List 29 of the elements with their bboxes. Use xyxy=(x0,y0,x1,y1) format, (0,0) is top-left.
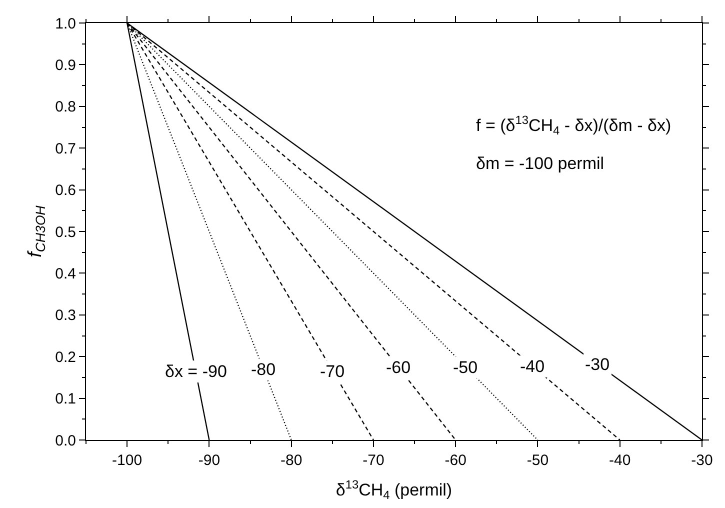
annotation: δx = -90 xyxy=(165,362,227,381)
y-tick-label: 0.9 xyxy=(55,56,76,74)
x-tick-label: -50 xyxy=(526,452,549,469)
annotation: -50 xyxy=(453,358,478,377)
y-tick-label: 0.2 xyxy=(55,348,76,366)
y-tick-label: 0.4 xyxy=(55,265,76,282)
x-tick-label: -90 xyxy=(198,452,220,469)
annotation: -70 xyxy=(320,362,345,381)
y-tick-label: 1.0 xyxy=(55,15,76,32)
x-tick-label: -100 xyxy=(112,452,142,469)
x-tick-label: -40 xyxy=(609,452,631,469)
x-tick-label: -30 xyxy=(691,452,713,469)
y-tick-label: 0.3 xyxy=(55,307,76,324)
annotation: -60 xyxy=(386,358,411,377)
x-tick-label: -70 xyxy=(362,452,384,469)
y-tick-label: 0.7 xyxy=(55,140,76,158)
x-axis-title: δ$^{13}$CH$_{4}$ (permil) xyxy=(336,477,452,502)
annotation: f = (δ$^{13}$CH$_{4}$ - δx)/(δm - δx) xyxy=(476,113,672,138)
annotation: δm = -100 permil xyxy=(476,154,604,173)
y-tick-label: 0.6 xyxy=(55,182,76,200)
y-tick-label: 0.1 xyxy=(55,390,76,408)
y-tick-label: 0.5 xyxy=(55,224,76,241)
annotation: -80 xyxy=(251,360,276,379)
annotation: -40 xyxy=(520,357,545,376)
annotation: -30 xyxy=(585,355,610,374)
y-tick-label: 0.0 xyxy=(55,432,76,450)
y-tick-label: 0.8 xyxy=(55,98,76,116)
x-tick-label: -80 xyxy=(280,452,302,469)
x-tick-label: -60 xyxy=(444,452,466,469)
